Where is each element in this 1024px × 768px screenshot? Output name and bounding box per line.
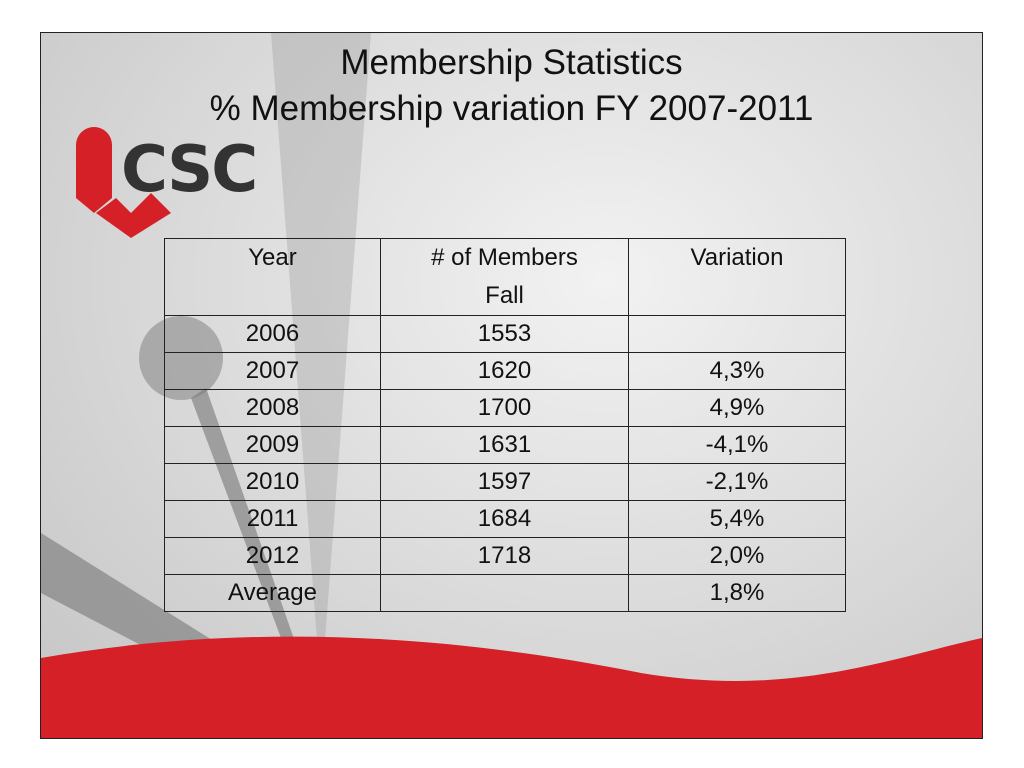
table-cell: 1718 <box>380 537 629 575</box>
red-wave <box>41 636 982 738</box>
table-cell: 1,8% <box>628 574 846 612</box>
table-cell: 2012 <box>164 537 381 575</box>
title-line: Membership Statistics <box>340 43 683 82</box>
table-cell <box>628 315 846 353</box>
logo-shape <box>76 127 112 213</box>
table-cell: 1553 <box>380 315 629 353</box>
table-row: Average 1,8% <box>164 574 846 612</box>
table-row: 2006 1553 <box>164 315 846 353</box>
table-row: 2010 1597 -2,1% <box>164 463 846 501</box>
logo-shape <box>96 193 171 238</box>
table-cell: -4,1% <box>628 426 846 464</box>
table-cell: 4,3% <box>628 352 846 390</box>
slide: Membership Statistics % Membership varia… <box>40 32 983 739</box>
header-text: Variation <box>690 244 784 271</box>
table-row: 2008 1700 4,9% <box>164 389 846 427</box>
table-cell: 5,4% <box>628 500 846 538</box>
membership-table: Year # of Members Fall Variation 2006 155… <box>164 238 846 612</box>
table-cell: -2,1% <box>628 463 846 501</box>
table-cell: 1620 <box>380 352 629 390</box>
table-cell: 2011 <box>164 500 381 538</box>
header-text: Year <box>248 244 297 271</box>
table-row: 2012 1718 2,0% <box>164 537 846 575</box>
header-cell: Year <box>164 238 381 316</box>
header-cell: # of Members Fall <box>380 238 629 316</box>
logo-text: CSC <box>121 133 258 207</box>
table-cell: 2006 <box>164 315 381 353</box>
table-cell: Average <box>164 574 381 612</box>
table-cell: 2007 <box>164 352 381 390</box>
table-cell: 2010 <box>164 463 381 501</box>
header-row: Year # of Members Fall Variation <box>164 238 846 316</box>
table-cell: 1700 <box>380 389 629 427</box>
table-cell: 1684 <box>380 500 629 538</box>
table-cell: 2008 <box>164 389 381 427</box>
table-cell: 2,0% <box>628 537 846 575</box>
table-row: 2007 1620 4,3% <box>164 352 846 390</box>
table-cell: 1631 <box>380 426 629 464</box>
table-body: 2006 1553 2007 1620 4,3% 2008 1700 4,9% 2009 1631… <box>164 315 846 612</box>
title-line: % Membership variation FY 2007-2011 <box>209 89 814 128</box>
table-row: 2009 1631 -4,1% <box>164 426 846 464</box>
table-cell: 2009 <box>164 426 381 464</box>
table-cell: 4,9% <box>628 389 846 427</box>
table-row: 2011 1684 5,4% <box>164 500 846 538</box>
header-text: # of Members Fall <box>431 244 578 309</box>
table-cell: 1597 <box>380 463 629 501</box>
header-cell: Variation <box>628 238 846 316</box>
table-cell <box>380 574 629 612</box>
